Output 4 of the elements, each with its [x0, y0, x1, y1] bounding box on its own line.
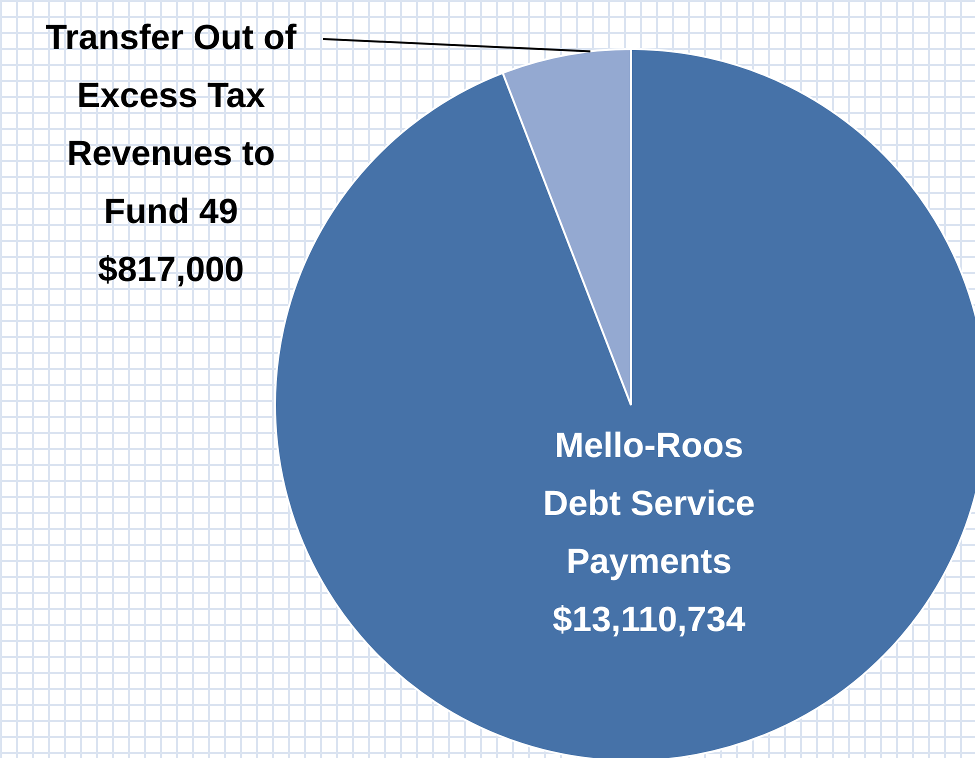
slice-label: Mello-Roos Debt Service Payments — [542, 426, 756, 581]
data-label: $13,110,734 — [552, 600, 746, 639]
slice-label: Transfer Out of Excess Tax Revenues to Fund 49 — [46, 18, 297, 231]
data-label: $817,000 — [98, 250, 244, 289]
